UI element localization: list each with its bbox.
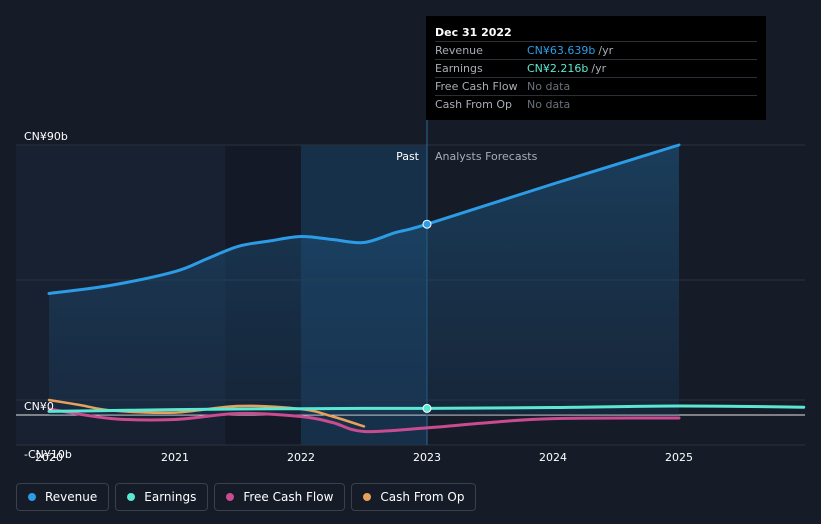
chart-legend: Revenue Earnings Free Cash Flow Cash Fro… [16,483,477,511]
tooltip-unit: /yr [591,62,607,75]
legend-label: Revenue [45,490,98,504]
marker-revenue [422,219,432,229]
legend-item-revenue[interactable]: Revenue [16,483,110,511]
y-tick-label: -CN¥10b [24,448,72,461]
tooltip-value: CN¥63.639b [527,44,596,57]
tooltip-date: Dec 31 2022 [435,26,512,39]
revenue-area [49,145,679,415]
tooltip-label: Cash From Op [435,98,513,111]
tooltip-row-earnings: Earnings CN¥2.216b /yr [435,59,757,77]
x-tick-label: 2025 [665,451,693,464]
x-tick-label: 2021 [161,451,189,464]
legend-item-earnings[interactable]: Earnings [115,483,209,511]
x-tick-label: 2024 [539,451,567,464]
legend-dot-icon [226,493,235,501]
tooltip-label: Revenue [435,44,483,57]
past-label: Past [396,150,420,163]
x-tick-label: 2022 [287,451,315,464]
legend-item-free-cash-flow[interactable]: Free Cash Flow [214,483,346,511]
tooltip-row-free-cash-flow: Free Cash Flow No data [435,77,757,95]
legend-dot-icon [127,493,136,501]
legend-dot-icon [28,493,36,501]
x-tick-label: 2020 [35,451,63,464]
legend-label: Free Cash Flow [243,490,334,504]
tooltip-unit: /yr [598,44,614,57]
tooltip-row-cash-from-op: Cash From Op No data [435,95,757,113]
y-tick-label: CN¥90b [24,130,68,143]
tooltip-label: Earnings [435,62,483,75]
forecast-label: Analysts Forecasts [435,150,538,163]
legend-item-cash-from-op[interactable]: Cash From Op [351,483,477,511]
data-tooltip: Dec 31 2022 Revenue CN¥63.639b /yr Earni… [426,16,766,120]
tooltip-value: No data [527,98,571,111]
tooltip-label: Free Cash Flow [435,80,518,93]
x-tick-label: 2023 [413,451,441,464]
y-tick-label: CN¥0 [24,400,54,413]
series-line-revenue [47,143,681,295]
marker-earnings [422,403,432,413]
tooltip-row-revenue: Revenue CN¥63.639b /yr [435,41,757,59]
legend-label: Earnings [144,490,197,504]
legend-label: Cash From Op [380,490,465,504]
legend-dot-icon [363,493,372,501]
tooltip-value: CN¥2.216b [527,62,589,75]
tooltip-value: No data [527,80,571,93]
series-line-free-cash-flow [47,407,681,434]
series-line-earnings [47,404,806,413]
